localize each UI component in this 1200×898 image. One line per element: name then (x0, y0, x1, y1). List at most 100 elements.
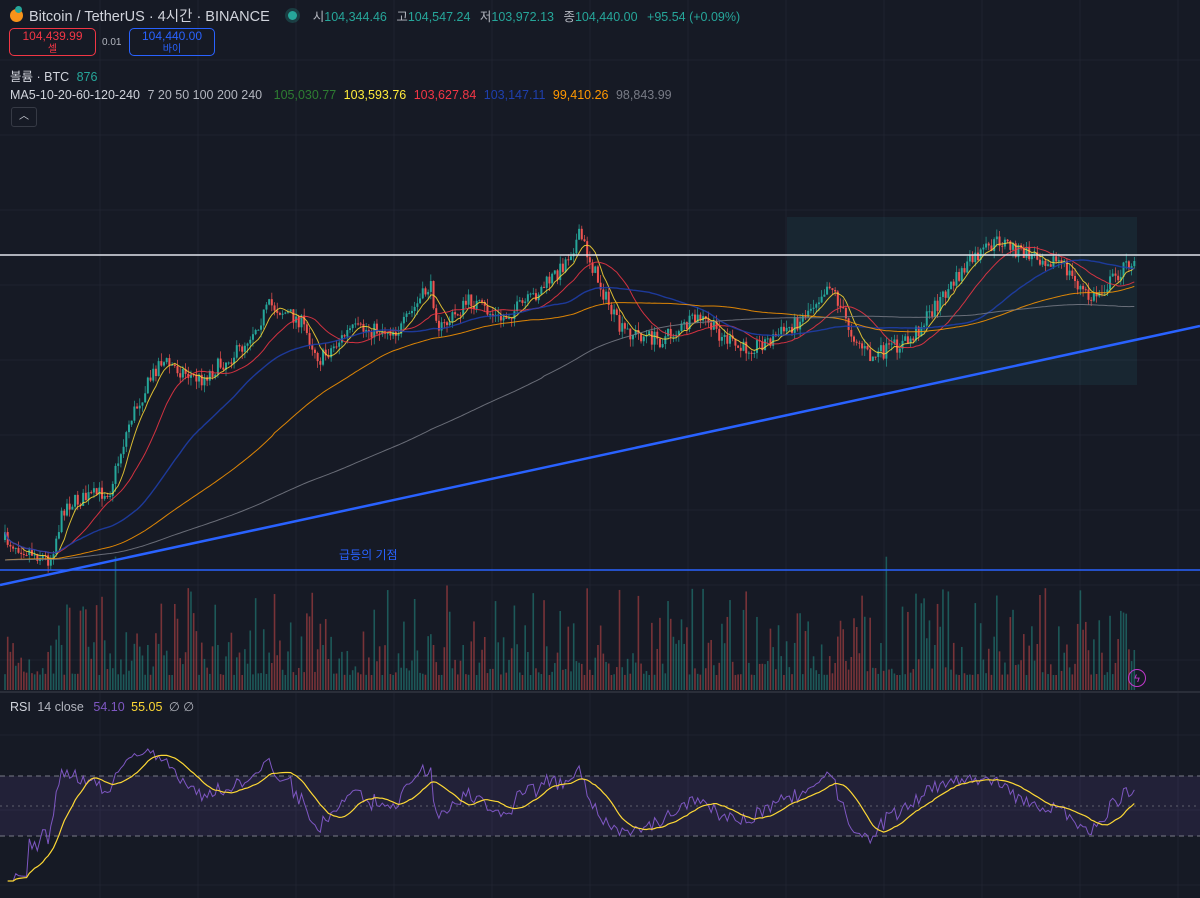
candle-body (200, 374, 203, 386)
volume-bar (793, 642, 796, 690)
volume-legend[interactable]: 볼륨 · BTC 876 (10, 66, 97, 85)
volume-bar (370, 674, 373, 690)
moving-average-line (4, 304, 1135, 561)
volume-bar (896, 674, 898, 690)
candle-body (483, 301, 486, 306)
volume-bar (1063, 652, 1066, 690)
candle-body (405, 313, 408, 317)
candle-body (815, 304, 818, 308)
candle-body (1087, 289, 1090, 300)
candle-body (1106, 289, 1109, 293)
candle-body (330, 348, 333, 358)
volume-bar (651, 622, 653, 690)
candle-body (33, 554, 36, 556)
buy-button[interactable]: 104,440.00 바이 (129, 28, 215, 56)
candle-body (561, 263, 564, 272)
volume-bar (376, 661, 378, 690)
volume-bar (14, 665, 17, 690)
volume-bar (958, 674, 960, 690)
volume-bar (985, 673, 987, 690)
candle-body (580, 228, 583, 240)
candle-body (184, 369, 187, 374)
candle-body (216, 358, 219, 375)
volume-bar (723, 643, 726, 690)
candle-body (545, 276, 548, 288)
candle-body (602, 289, 605, 300)
volume-bar (20, 657, 22, 690)
candle-body (144, 393, 147, 403)
volume-bar (475, 675, 478, 690)
rsi-legend[interactable]: RSI 14 close 54.10 55.05 ∅ ∅ (10, 699, 194, 714)
volume-bar (327, 658, 330, 690)
candle-body (351, 324, 354, 329)
candle-body (796, 317, 799, 330)
volume-bar (349, 674, 351, 690)
volume-bar (624, 674, 626, 690)
candle-body (594, 266, 597, 273)
volume-bar (114, 556, 117, 690)
volume-bar (39, 674, 41, 690)
lightning-icon[interactable]: ϟ (1128, 669, 1146, 687)
volume-bar (165, 650, 168, 690)
volume-bar (1066, 644, 1068, 690)
candle-body (1033, 252, 1036, 255)
collapse-legend-button[interactable]: ︿ (11, 107, 37, 127)
volume-bar (130, 660, 133, 690)
candle-body (931, 311, 934, 317)
volume-bar (605, 661, 607, 690)
candle-body (941, 291, 944, 297)
symbol-title[interactable]: Bitcoin / TetherUS · 4시간 · BINANCE (29, 9, 270, 25)
volume-bar (977, 674, 979, 690)
volume-bar (1128, 649, 1130, 690)
volume-bar (198, 674, 200, 690)
volume-bar (718, 662, 721, 690)
ma-legend[interactable]: MA5-10-20-60-120-240 7 20 50 100 200 240… (10, 88, 676, 102)
annotation-text[interactable]: 급등의 기점 (339, 548, 398, 562)
candle-body (249, 339, 252, 344)
volume-bar (306, 613, 308, 690)
volume-bar (238, 652, 241, 690)
volume-bar (753, 674, 756, 690)
candle-body (912, 338, 915, 341)
candle-body (906, 336, 909, 344)
volume-bar (1103, 674, 1106, 690)
candle-body (745, 341, 748, 354)
ma-value-3: 103,627.84 (413, 88, 477, 102)
volume-bar (174, 603, 176, 690)
candle-body (499, 314, 502, 321)
buy-label: 바이 (162, 44, 182, 55)
volume-bar (138, 646, 141, 690)
volume-bar (853, 618, 855, 690)
candle-body (847, 318, 850, 330)
candle-body (12, 546, 15, 549)
sell-button[interactable]: 104,439.99 셀 (9, 28, 96, 56)
volume-bar (457, 674, 459, 690)
candle-body (319, 361, 322, 365)
candle-body (877, 351, 880, 357)
candle-body (1090, 299, 1093, 301)
candle-body (1047, 264, 1050, 266)
candle-body (850, 329, 853, 337)
candle-body (1133, 261, 1136, 267)
volume-bar (807, 621, 809, 690)
volume-bar (25, 672, 28, 690)
volume-bar (284, 674, 287, 690)
candle-body (416, 303, 419, 307)
candle-body (788, 327, 791, 329)
volume-bar (209, 673, 211, 690)
volume-bar (502, 637, 505, 690)
candle-body (855, 341, 858, 343)
volume-bar (758, 663, 761, 690)
candle-body (885, 343, 888, 359)
candle-body (1068, 270, 1071, 276)
volume-bar (1114, 662, 1117, 690)
volume-bar (1012, 609, 1014, 690)
candle-body (17, 547, 20, 553)
candle-body (55, 538, 58, 555)
volume-bar (74, 673, 76, 690)
candle-body (481, 300, 484, 302)
candle-body (583, 239, 586, 242)
candle-body (486, 305, 489, 315)
volume-bar (750, 674, 753, 690)
